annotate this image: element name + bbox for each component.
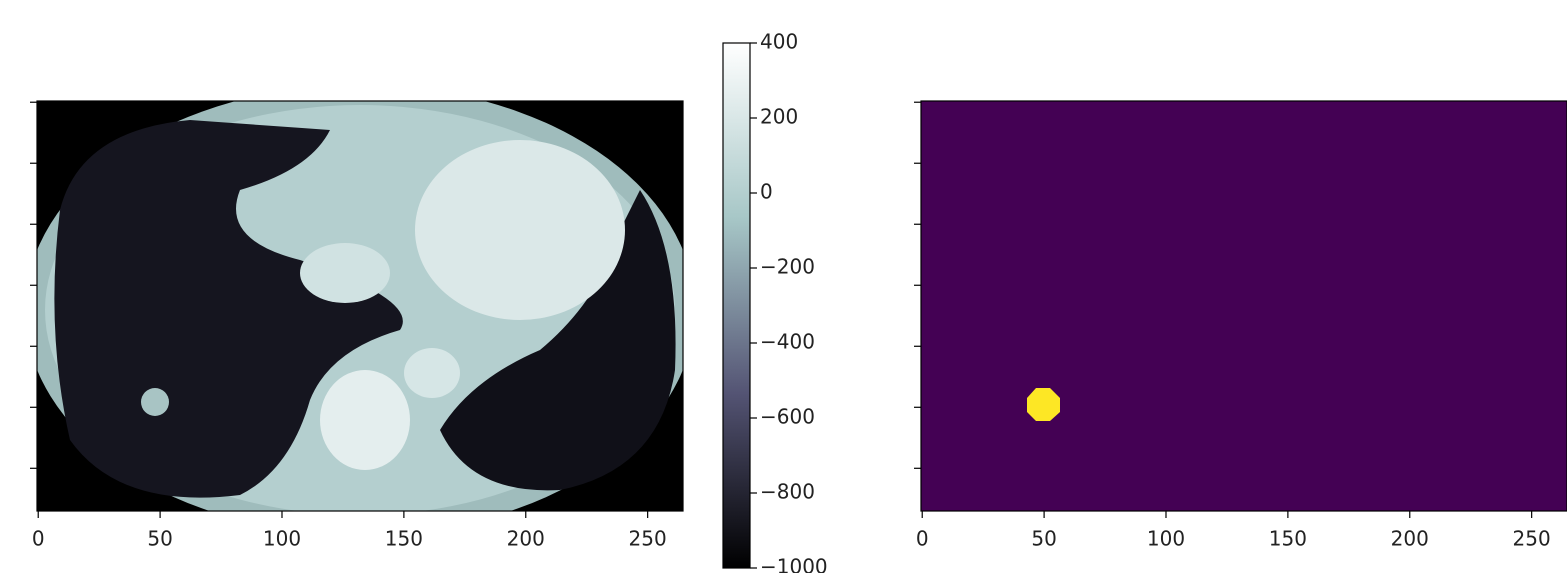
mask-region [1027,388,1060,421]
colorbar-tick-label: 200 [760,105,798,129]
x-tick-label: 250 [1513,527,1551,551]
ct-image [37,101,683,511]
colorbar-tick-label: −800 [760,480,815,504]
x-tick-label: 200 [507,527,545,551]
mask-image [921,101,1567,511]
axes-frame [36,100,684,512]
colorbar-tick-label: −200 [760,255,815,279]
axes-frame [920,100,1567,512]
colorbar-tick-label: −1000 [760,555,828,573]
x-tick-label: 150 [385,527,423,551]
x-tick-label: 0 [916,527,929,551]
x-tick-label: 50 [1031,527,1056,551]
x-tick-label: 50 [147,527,172,551]
colorbar-tick-label: −400 [760,330,815,354]
colorbar-tick-label: −600 [760,405,815,429]
colorbar-tick-label: 0 [760,180,773,204]
x-tick-label: 200 [1391,527,1429,551]
colorbar [722,42,751,569]
x-tick-label: 250 [629,527,667,551]
x-tick-label: 150 [1269,527,1307,551]
x-tick-label: 100 [1147,527,1185,551]
x-tick-label: 0 [32,527,45,551]
colorbar-tick-label: 400 [760,30,798,54]
x-tick-label: 100 [263,527,301,551]
